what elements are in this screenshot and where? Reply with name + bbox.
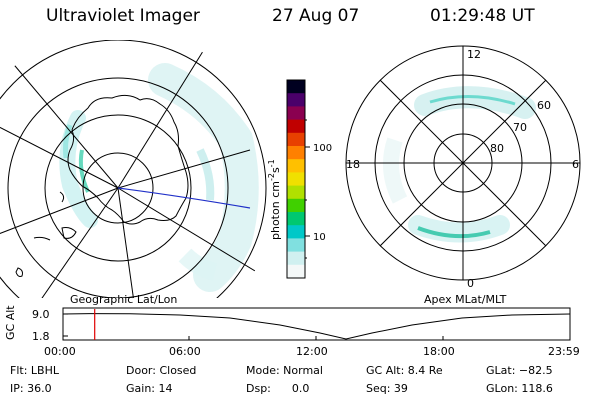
- colorbar-tick-label: 100: [313, 143, 332, 154]
- colorbar-segment: [287, 198, 305, 213]
- colorbar-segment: [287, 80, 305, 94]
- timeline-xtick-label: 00:00: [44, 345, 76, 358]
- mlat-label-70: 70: [513, 121, 527, 134]
- colorbar-segment: [287, 159, 305, 173]
- app-title: Ultraviolet Imager: [46, 6, 200, 26]
- colorbar-segment: [287, 93, 305, 107]
- info-ip: IP: 36.0: [10, 382, 52, 395]
- colorbar-frame: [286, 79, 306, 279]
- mlt-label-midnight: 0: [467, 277, 474, 290]
- mag-mlt-lines: [346, 46, 580, 280]
- colorbar-segment: [287, 106, 305, 121]
- geo-coast-fragment: [59, 191, 65, 203]
- colorbar-segment: [287, 132, 305, 147]
- mag-aurora-oval: [383, 86, 536, 243]
- colorbar-segment: [287, 172, 305, 187]
- timeline-xtick-label: 18:00: [423, 345, 455, 358]
- timeline-xtick-label: 06:00: [169, 345, 201, 358]
- colorbar-segment: [287, 264, 305, 279]
- timeline-ylabel: GC Alt: [4, 305, 17, 340]
- colorbar: 100 10 photon cm-2s-1: [267, 79, 332, 279]
- magnetic-polar-plot: 12 18 6 0 60 70 80: [345, 45, 581, 290]
- info-door: Door: Closed: [126, 364, 197, 377]
- colorbar-unit: photon cm-2s-1: [267, 159, 282, 240]
- colorbar-segment: [287, 251, 305, 266]
- geo-meridians: [0, 40, 271, 298]
- colorbar-gradient: [287, 80, 305, 279]
- mlt-label-noon: 12: [467, 48, 481, 61]
- timeline-xtick-label: 12:00: [296, 345, 328, 358]
- colorbar-segment: [287, 225, 305, 239]
- altitude-timeline: [62, 307, 571, 341]
- altitude-curve: [62, 313, 571, 340]
- colorbar-segment: [287, 119, 305, 134]
- colorbar-tick-label: 10: [313, 232, 326, 243]
- geo-coast-fragment: [33, 236, 51, 241]
- date-label: 27 Aug 07: [272, 6, 360, 26]
- terminator-line: [117, 187, 251, 209]
- geo-lat-circles: [0, 40, 267, 298]
- mlt-label-dawn: 6: [572, 158, 579, 171]
- info-glat: GLat: −82.5: [486, 364, 553, 377]
- info-dsp: Dsp: 0.0: [246, 382, 310, 395]
- info-mode: Mode: Normal: [246, 364, 323, 377]
- mag-panel-label: Apex MLat/MLT: [424, 293, 507, 306]
- time-label: 01:29:48 UT: [430, 6, 535, 26]
- timeline-frame: [62, 307, 571, 341]
- mlat-label-80: 80: [490, 142, 504, 155]
- timeline-ytick-label: 9.0: [32, 308, 50, 321]
- geo-aurora-oval: [59, 63, 259, 292]
- colorbar-segment: [287, 146, 305, 160]
- geo-island: [61, 227, 77, 239]
- mlat-label-60: 60: [537, 99, 551, 112]
- colorbar-segment: [287, 212, 305, 226]
- info-glon: GLon: 118.6: [486, 382, 553, 395]
- colorbar-segment: [287, 185, 305, 200]
- info-gain: Gain: 14: [126, 382, 173, 395]
- colorbar-segment: [287, 238, 305, 253]
- geo-coastline: [67, 94, 189, 225]
- timeline-xtick-label: 23:59: [548, 345, 580, 358]
- geographic-map: [0, 40, 271, 298]
- geo-panel-label: Geographic Lat/Lon: [70, 293, 178, 306]
- info-filter: Flt: LBHL: [10, 364, 59, 377]
- info-seq: Seq: 39: [366, 382, 408, 395]
- timeline-ytick-label: 1.8: [32, 330, 50, 343]
- info-gc-alt: GC Alt: 8.4 Re: [366, 364, 443, 377]
- mlt-label-dusk: 18: [346, 158, 360, 171]
- geo-coast-fragment: [15, 267, 23, 277]
